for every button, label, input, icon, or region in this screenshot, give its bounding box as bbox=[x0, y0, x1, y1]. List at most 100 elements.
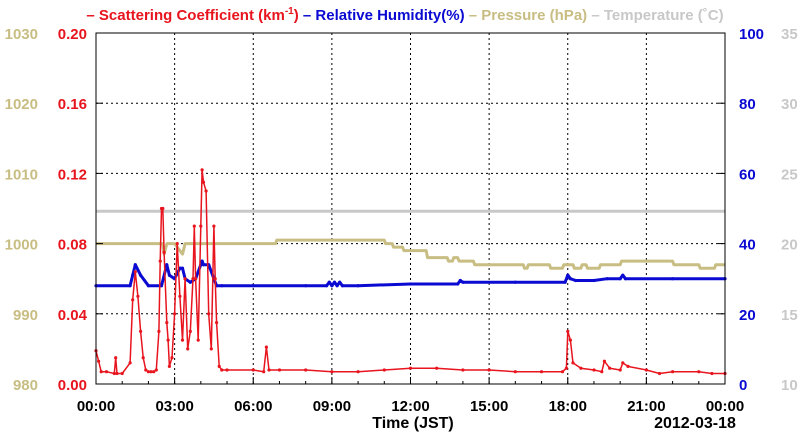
data-point-scattering bbox=[162, 250, 166, 254]
data-point-scattering bbox=[175, 242, 179, 246]
data-point-scattering bbox=[157, 329, 161, 333]
data-point-scattering bbox=[186, 347, 190, 351]
data-point-scattering bbox=[600, 370, 604, 374]
data-point-humidity bbox=[574, 278, 578, 283]
data-point-humidity bbox=[456, 282, 460, 286]
temperature-axis: 10 15 20 25 30 35 bbox=[781, 26, 798, 394]
data-point-humidity bbox=[180, 266, 185, 270]
data-point-scattering bbox=[104, 370, 109, 374]
data-point-scattering bbox=[621, 361, 625, 365]
data-point-humidity bbox=[356, 284, 360, 288]
data-point-scattering bbox=[99, 370, 103, 374]
temperature-tick-label: 35 bbox=[781, 26, 798, 43]
data-point-humidity bbox=[327, 280, 331, 284]
legend-entry-1: – Relative Humidity(%) bbox=[299, 7, 465, 24]
data-point-scattering bbox=[408, 366, 413, 370]
pressure-tick-label: 1030 bbox=[5, 26, 38, 43]
data-point-scattering bbox=[264, 345, 268, 349]
legend-entry-0: – Scattering Coefficient (km bbox=[86, 7, 284, 24]
data-point-humidity bbox=[139, 273, 143, 277]
data-point-scattering bbox=[141, 356, 145, 360]
data-point-scattering bbox=[560, 370, 565, 374]
data-point-scattering bbox=[158, 259, 162, 263]
data-point-humidity bbox=[330, 284, 334, 288]
x-axis: 00:00 03:00 06:00 09:00 12:00 15:00 18:00 21:00… bbox=[77, 377, 744, 415]
scattering-tick-label: 0.16 bbox=[58, 96, 87, 113]
data-point-humidity bbox=[167, 273, 171, 277]
data-point-scattering bbox=[128, 361, 132, 365]
temperature-tick-label: 25 bbox=[781, 166, 798, 183]
data-point-scattering bbox=[188, 329, 192, 333]
data-point-scattering bbox=[112, 371, 116, 376]
data-point-humidity bbox=[146, 284, 150, 288]
data-point-humidity bbox=[128, 284, 132, 288]
humidity-tick-label: 60 bbox=[739, 166, 756, 183]
data-point-humidity bbox=[621, 273, 625, 277]
data-point-humidity bbox=[201, 263, 206, 267]
data-point-scattering bbox=[215, 321, 219, 325]
data-point-scattering bbox=[207, 312, 211, 316]
legend-entry-2: – Pressure (hPa) bbox=[465, 7, 588, 24]
data-point-humidity bbox=[165, 263, 169, 267]
data-point-humidity bbox=[200, 259, 204, 263]
data-point-scattering bbox=[330, 370, 334, 374]
x-tick-label: 06:00 bbox=[234, 398, 272, 415]
data-point-humidity bbox=[568, 277, 573, 281]
scattering-tick-label: 0.00 bbox=[58, 377, 87, 394]
data-point-humidity bbox=[605, 277, 609, 281]
data-point-humidity bbox=[325, 284, 329, 288]
data-point-humidity bbox=[220, 284, 224, 288]
data-point-scattering bbox=[251, 368, 255, 372]
data-point-scattering bbox=[382, 368, 386, 372]
pressure-tick-label: 980 bbox=[13, 377, 38, 394]
data-point-scattering bbox=[564, 366, 569, 370]
scattering-tick-label: 0.04 bbox=[58, 307, 88, 324]
data-point-humidity bbox=[332, 280, 337, 284]
data-point-humidity bbox=[188, 280, 192, 284]
grid bbox=[96, 33, 725, 384]
data-point-scattering bbox=[220, 368, 224, 372]
x-tick-label: 09:00 bbox=[313, 398, 351, 415]
data-point-scattering bbox=[139, 329, 143, 333]
data-point-humidity bbox=[592, 278, 596, 283]
data-point-scattering bbox=[136, 294, 140, 298]
data-point-humidity bbox=[304, 284, 308, 288]
data-point-humidity bbox=[513, 280, 517, 284]
data-point-scattering bbox=[97, 359, 101, 363]
temperature-tick-label: 10 bbox=[781, 377, 798, 394]
x-tick-label: 12:00 bbox=[391, 398, 429, 415]
x-tick-label: 15:00 bbox=[470, 398, 508, 415]
data-point-scattering bbox=[204, 189, 208, 193]
data-point-scattering bbox=[196, 338, 200, 342]
temperature-tick-label: 20 bbox=[781, 237, 798, 254]
scattering-tick-label: 0.20 bbox=[58, 26, 87, 43]
data-point-scattering bbox=[144, 368, 148, 372]
x-tick-label: 03:00 bbox=[155, 398, 193, 415]
series-line-scattering bbox=[95, 169, 725, 375]
humidity-tick-label: 100 bbox=[739, 26, 764, 43]
data-point-scattering bbox=[697, 370, 701, 374]
data-point-scattering bbox=[710, 371, 714, 376]
x-tick-label: 21:00 bbox=[627, 398, 665, 415]
humidity-tick-label: 80 bbox=[739, 96, 756, 113]
data-point-scattering bbox=[209, 347, 213, 351]
data-point-scattering bbox=[644, 368, 649, 372]
legend-entry-0-close: ) bbox=[294, 7, 299, 24]
pressure-tick-label: 1010 bbox=[5, 166, 38, 183]
humidity-axis: 0 20 40 60 80 100 bbox=[718, 26, 764, 394]
data-point-scattering bbox=[539, 370, 544, 374]
data-point-scattering bbox=[149, 370, 153, 374]
data-point-scattering bbox=[212, 224, 216, 228]
data-point-humidity bbox=[251, 284, 255, 288]
data-point-humidity bbox=[159, 284, 164, 288]
data-point-scattering bbox=[191, 277, 195, 281]
x-tick-label: 00:00 bbox=[77, 398, 115, 415]
pressure-tick-label: 990 bbox=[13, 307, 38, 324]
data-point-scattering bbox=[183, 277, 187, 281]
pressure-axis: 980 990 1000 1010 1020 1030 bbox=[5, 26, 38, 394]
data-point-scattering bbox=[657, 371, 662, 376]
data-point-scattering bbox=[114, 356, 118, 360]
data-point-scattering bbox=[671, 370, 675, 374]
data-point-humidity bbox=[335, 284, 339, 288]
date-label: 2012-03-18 bbox=[654, 415, 736, 432]
